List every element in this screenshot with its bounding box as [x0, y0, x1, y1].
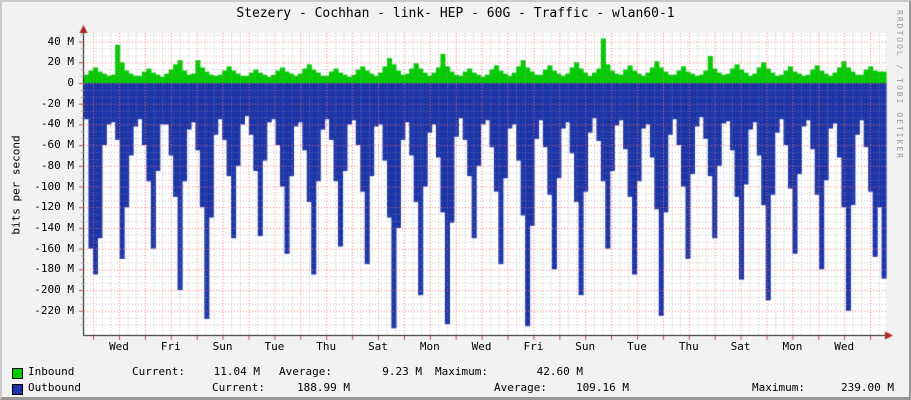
- x-tick-label: Sat: [730, 340, 751, 353]
- y-tick-label: -200 M: [34, 283, 74, 296]
- traffic-chart-canvas: [2, 2, 909, 362]
- y-tick-label: 20 M: [47, 55, 75, 69]
- x-tick-label: Mon: [782, 340, 803, 353]
- legend-outbound-average-label: Average:: [494, 381, 547, 394]
- y-tick-label: -80 M: [40, 158, 74, 172]
- legend-inbound-maximum-value: 42.60 M: [536, 365, 583, 378]
- x-tick-label: Sun: [212, 340, 233, 353]
- y-tick-label: -60 M: [40, 138, 74, 152]
- legend-inbound-current-value: 11.04 M: [213, 365, 260, 378]
- legend-outbound-name: Outbound: [28, 381, 81, 394]
- x-tick-label: Wed: [471, 340, 492, 353]
- y-tick-label: 0: [67, 76, 74, 89]
- legend-inbound-average-label: Average:: [279, 365, 332, 378]
- x-tick-label: Tue: [264, 340, 285, 353]
- x-tick-label: Mon: [419, 340, 440, 353]
- legend-inbound-current-label: Current:: [132, 365, 185, 378]
- legend-inbound-average-value: 9.23 M: [382, 365, 422, 378]
- x-tick-label: Tue: [627, 340, 647, 353]
- x-tick-label: Fri: [523, 340, 544, 353]
- y-tick-label: -20 M: [40, 96, 74, 110]
- y-tick-label: -180 M: [34, 262, 74, 276]
- legend-outbound-maximum-value: 239.00 M: [841, 381, 894, 394]
- legend-outbound-current-value: 188.99 M: [297, 381, 350, 394]
- y-tick-label: -160 M: [34, 241, 74, 255]
- inbound-swatch-icon: [12, 368, 23, 379]
- x-tick-label: Sat: [368, 340, 388, 353]
- x-tick-label: Fri: [160, 340, 181, 353]
- legend-inbound-name: Inbound: [28, 365, 75, 378]
- y-tick-label: -140 M: [34, 220, 74, 234]
- graph-title: Stezery - Cochhan - link- HEP - 60G - Tr…: [236, 6, 675, 21]
- legend-outbound-current-label: Current:: [212, 381, 265, 394]
- x-tick-label: Wed: [109, 340, 129, 353]
- legend-inbound-maximum-label: Maximum:: [435, 365, 488, 378]
- legend-outbound-average-value: 109.16 M: [576, 381, 629, 394]
- x-tick-label: Wed: [834, 340, 855, 353]
- y-tick-label: -40 M: [40, 117, 74, 131]
- y-tick-label: -120 M: [34, 200, 74, 214]
- rrdtool-watermark: RRDTOOL / TOBI OETIKER: [895, 10, 904, 160]
- x-tick-label: Thu: [316, 340, 337, 353]
- x-tick-label: Sun: [575, 340, 596, 353]
- y-tick-label: -100 M: [34, 179, 74, 193]
- legend-outbound-maximum-label: Maximum:: [752, 381, 805, 394]
- y-tick-label: -220 M: [34, 303, 74, 317]
- x-tick-label: Thu: [678, 340, 699, 353]
- outbound-swatch-icon: [12, 384, 23, 395]
- y-tick-label: 40 M: [47, 34, 75, 48]
